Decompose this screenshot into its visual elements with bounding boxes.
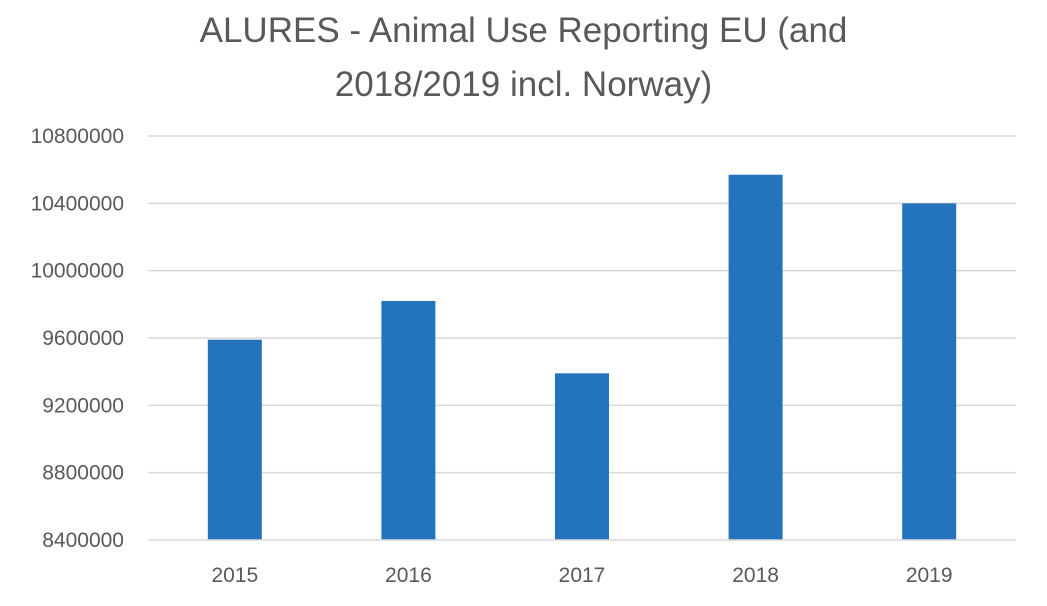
x-tick-label: 2019 xyxy=(906,564,953,587)
bar-2015 xyxy=(207,339,262,540)
bar-2019 xyxy=(902,203,957,541)
chart-title-line-2: 2018/2019 incl. Norway) xyxy=(334,65,713,104)
x-tick-label: 2016 xyxy=(385,564,432,587)
y-tick-label: 10000000 xyxy=(31,260,124,283)
y-tick-label: 10400000 xyxy=(31,192,124,215)
x-tick-label: 2018 xyxy=(732,564,779,587)
bar-2017 xyxy=(555,373,609,540)
y-tick-label: 9600000 xyxy=(42,327,124,350)
y-tick-label: 10800000 xyxy=(31,125,124,148)
bar-2018 xyxy=(728,174,783,540)
y-tick-label: 9200000 xyxy=(42,394,124,417)
bar-2016 xyxy=(381,300,436,540)
y-tick-label: 8400000 xyxy=(42,529,124,552)
x-tick-label: 2015 xyxy=(211,564,258,587)
bar-layer xyxy=(207,174,957,541)
y-tick-label: 8800000 xyxy=(42,462,124,485)
chart-title: ALURES - Animal Use Reporting EU (and 20… xyxy=(0,4,1047,112)
label-layer: 8400000 8800000 9200000 9600000 10000000 1040… xyxy=(31,125,953,587)
x-tick-label: 2017 xyxy=(559,564,606,587)
chart-title-line-1: ALURES - Animal Use Reporting EU (and xyxy=(199,11,848,50)
